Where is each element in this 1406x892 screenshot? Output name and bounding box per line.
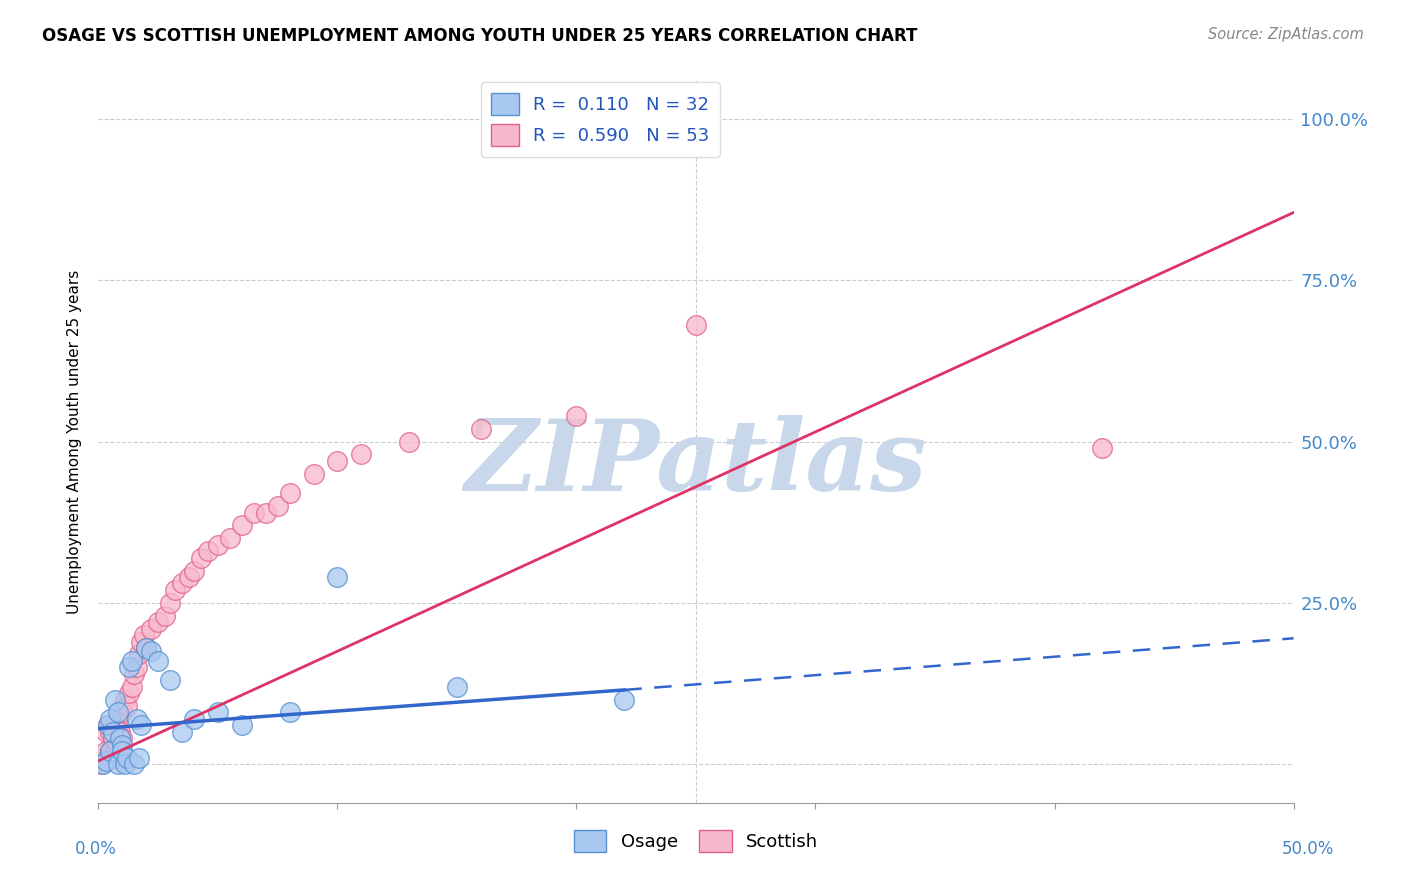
Point (115, 699, 138, 714)
Point (254, 506, 277, 520)
Text: ZIPatlas: ZIPatlas (465, 415, 927, 511)
Text: 0.0%: 0.0% (75, 840, 117, 858)
Point (565, 409, 588, 423)
Point (98, 744, 122, 758)
Point (148, 654, 170, 668)
Point (139, 644, 162, 658)
Point (104, 744, 127, 758)
Point (90, 757, 112, 772)
Point (107, 706, 129, 720)
Point (114, 692, 136, 706)
Point (135, 640, 157, 655)
Point (104, 692, 127, 706)
Point (159, 596, 181, 610)
Point (111, 738, 134, 752)
Point (613, 692, 636, 706)
Point (108, 724, 131, 739)
Point (97, 750, 120, 764)
Point (114, 757, 136, 772)
Point (172, 724, 194, 739)
Point (121, 654, 143, 668)
Point (326, 454, 349, 468)
Point (124, 666, 146, 681)
Point (94, 724, 117, 739)
Point (446, 680, 468, 694)
Point (101, 731, 124, 746)
Point (97, 718, 120, 732)
Point (91, 757, 114, 772)
Point (685, 318, 707, 333)
Text: OSAGE VS SCOTTISH UNEMPLOYMENT AMONG YOUTH UNDER 25 YEARS CORRELATION CHART: OSAGE VS SCOTTISH UNEMPLOYMENT AMONG YOU… (42, 27, 918, 45)
Point (108, 731, 131, 746)
Point (118, 660, 141, 674)
Point (125, 660, 148, 674)
Point (98, 724, 122, 739)
Text: 50.0%: 50.0% (1281, 840, 1334, 858)
Point (207, 706, 229, 720)
Point (128, 750, 150, 764)
Point (231, 518, 253, 533)
Point (267, 499, 290, 513)
Point (94, 754, 117, 768)
Point (350, 447, 373, 461)
Point (278, 486, 301, 500)
Point (139, 622, 162, 636)
Point (131, 634, 153, 648)
Point (132, 628, 155, 642)
Point (155, 608, 177, 623)
Point (115, 750, 138, 764)
Point (118, 686, 141, 700)
Point (179, 570, 201, 584)
Point (135, 640, 157, 655)
Point (98, 744, 122, 758)
Point (219, 531, 242, 545)
Point (326, 570, 349, 584)
Point (231, 718, 253, 732)
Point (107, 738, 129, 752)
Point (125, 712, 148, 726)
Point (278, 706, 301, 720)
Point (243, 506, 266, 520)
Point (470, 422, 492, 436)
Point (124, 757, 146, 772)
Point (101, 724, 124, 739)
Point (1091, 441, 1114, 455)
Point (128, 648, 150, 662)
Legend: Osage, Scottish: Osage, Scottish (567, 822, 825, 859)
Point (159, 673, 181, 688)
Text: Source: ZipAtlas.com: Source: ZipAtlas.com (1208, 27, 1364, 42)
Point (148, 615, 170, 630)
Point (101, 750, 124, 764)
Point (121, 680, 143, 694)
Point (190, 550, 212, 565)
Point (108, 750, 131, 764)
Point (111, 731, 134, 746)
Point (111, 744, 134, 758)
Point (183, 564, 205, 578)
Point (398, 434, 420, 449)
Point (207, 538, 229, 552)
Point (94, 744, 117, 758)
Point (97, 718, 120, 732)
Point (107, 757, 129, 772)
Point (197, 544, 219, 558)
Point (172, 576, 194, 591)
Point (107, 712, 129, 726)
Point (111, 706, 134, 720)
Y-axis label: Unemployment Among Youth under 25 years: Unemployment Among Youth under 25 years (67, 269, 83, 614)
Point (131, 718, 153, 732)
Point (183, 712, 205, 726)
Point (163, 582, 186, 597)
Point (91, 750, 114, 764)
Point (104, 718, 127, 732)
Point (302, 467, 325, 481)
Point (98, 712, 122, 726)
